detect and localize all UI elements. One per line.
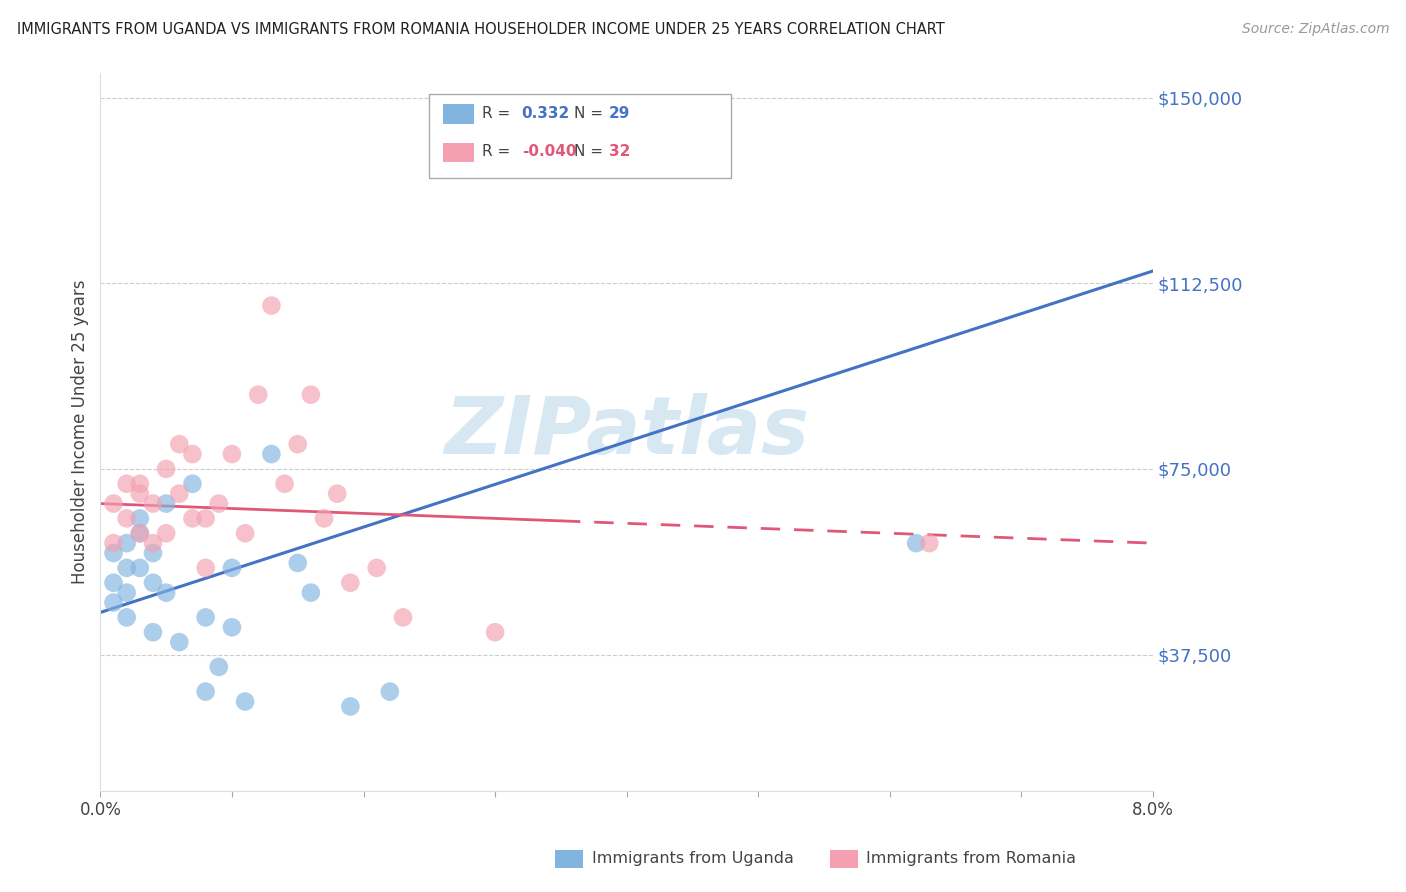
Point [273,476,295,491]
Text: 0.332: 0.332 [522,106,569,120]
Point [260,299,283,313]
Point [326,486,349,500]
Text: 29: 29 [609,106,630,120]
Point [221,620,243,634]
Text: N =: N = [574,106,607,120]
Point [299,387,322,401]
Point [299,585,322,599]
Point [181,511,204,525]
Point [115,610,138,624]
Point [142,575,165,590]
Point [918,536,941,550]
Point [155,497,177,511]
Point [194,561,217,575]
Point [103,595,125,609]
Point [103,546,125,560]
Point [260,447,283,461]
Text: 32: 32 [609,145,630,159]
Point [221,447,243,461]
Point [233,694,256,708]
Point [142,497,165,511]
Point [208,660,231,674]
Point [392,610,415,624]
Point [115,536,138,550]
Point [142,546,165,560]
Point [366,561,388,575]
Text: Immigrants from Uganda: Immigrants from Uganda [592,851,794,865]
Y-axis label: Householder Income Under 25 years: Householder Income Under 25 years [72,279,89,584]
Text: ZIPatlas: ZIPatlas [444,392,810,471]
Point [103,575,125,590]
Text: R =: R = [482,106,516,120]
Text: Source: ZipAtlas.com: Source: ZipAtlas.com [1241,22,1389,37]
Point [247,387,270,401]
Point [155,585,177,599]
Point [142,625,165,640]
Point [905,536,928,550]
Point [233,526,256,541]
Point [339,575,361,590]
Text: -0.040: -0.040 [522,145,576,159]
Text: IMMIGRANTS FROM UGANDA VS IMMIGRANTS FROM ROMANIA HOUSEHOLDER INCOME UNDER 25 YE: IMMIGRANTS FROM UGANDA VS IMMIGRANTS FRO… [17,22,945,37]
Point [287,556,309,570]
Point [128,526,150,541]
Point [128,486,150,500]
Point [115,585,138,599]
Point [115,561,138,575]
Point [169,437,191,451]
Text: Immigrants from Romania: Immigrants from Romania [866,851,1076,865]
Point [155,462,177,476]
Point [115,476,138,491]
Text: R =: R = [482,145,516,159]
Point [128,476,150,491]
Point [221,561,243,575]
Point [115,511,138,525]
Point [194,684,217,698]
Point [155,526,177,541]
Point [103,536,125,550]
Point [287,437,309,451]
Point [128,561,150,575]
Point [142,536,165,550]
Point [208,497,231,511]
Point [169,486,191,500]
Point [169,635,191,649]
Point [194,511,217,525]
Point [339,699,361,714]
Point [181,476,204,491]
Point [103,497,125,511]
Point [312,511,335,525]
Point [128,526,150,541]
Point [181,447,204,461]
Text: N =: N = [574,145,607,159]
Point [194,610,217,624]
Point [484,625,506,640]
Point [128,511,150,525]
Point [378,684,401,698]
